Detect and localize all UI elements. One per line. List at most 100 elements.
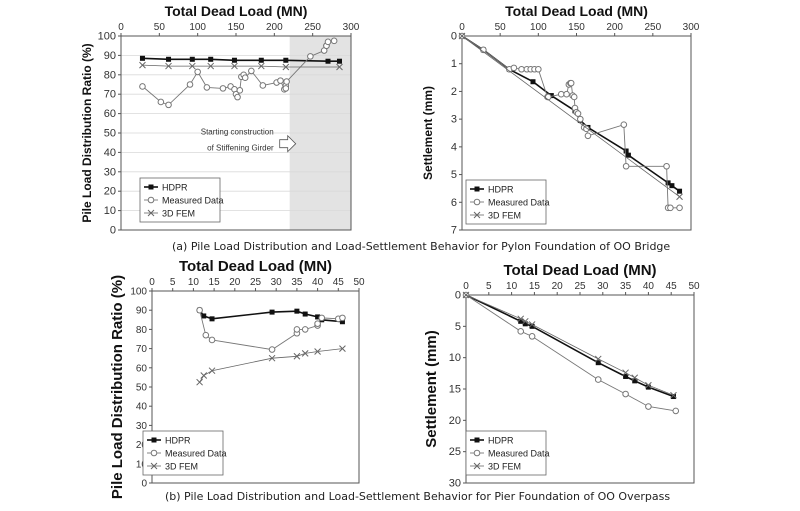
x-tick-label: 10 [188, 277, 200, 288]
x-tick-label: 150 [568, 22, 585, 33]
data-point [157, 98, 165, 106]
legend-label: HDPR [488, 436, 514, 446]
y-tick-label: 60 [104, 108, 116, 120]
data-point [208, 367, 216, 375]
y-tick-label: 7 [451, 225, 457, 237]
x-tick-label: 40 [643, 281, 655, 292]
data-point [458, 32, 466, 40]
data-point [194, 68, 201, 76]
y-axis-title: Settlement (mm) [423, 330, 440, 448]
legend-marker [473, 198, 481, 206]
data-point [339, 319, 345, 325]
data-point [268, 346, 276, 353]
y-tick-label: 0 [141, 479, 147, 490]
legend-label: HDPR [162, 183, 188, 193]
annotation-text: of Stiffening Girder [207, 144, 274, 153]
data-point [336, 63, 343, 71]
legend-label: 3D FEM [162, 209, 195, 219]
data-point [301, 326, 309, 333]
x-tick-label: 15 [529, 281, 541, 292]
data-point [293, 326, 301, 333]
x-tick-label: 35 [291, 277, 303, 288]
data-point [663, 162, 670, 170]
data-point [632, 378, 638, 384]
y-tick-label: 4 [451, 141, 457, 153]
data-point [529, 323, 535, 329]
x-tick-label: 45 [333, 277, 345, 288]
legend-label: Measured Data [488, 198, 550, 208]
data-point [517, 315, 525, 323]
data-point [219, 85, 227, 92]
data-point [314, 320, 321, 327]
data-point [166, 56, 172, 62]
data-point [563, 90, 570, 98]
y-tick-label: 15 [449, 384, 461, 396]
x-tick-label: 0 [463, 281, 469, 292]
chart-b-left: 0 5 10 15 20 25 30 35 40 45 50 0 10 20 30 40 50 60 70 80 90 1… [109, 258, 365, 499]
data-point [584, 132, 592, 140]
y-tick-label: 0 [110, 225, 116, 237]
data-point [670, 394, 676, 400]
data-point [231, 62, 238, 70]
data-point [258, 57, 264, 63]
data-point [645, 403, 652, 410]
y-tick-label: 50 [136, 383, 148, 394]
y-tick-label: 50 [104, 128, 116, 140]
x-tick-label: 35 [620, 281, 632, 292]
legend: HDPR Measured Data 3D FEM [465, 179, 550, 225]
chart-a-left: 0 50 100 150 200 250 300 0 10 20 30 40 50 60 70 80 90 100… [80, 3, 360, 237]
data-point [241, 74, 249, 82]
series-3d-fem [458, 32, 683, 201]
x-tick-label: 40 [312, 277, 324, 288]
x-tick-label: 25 [574, 281, 586, 292]
x-tick-label: 50 [154, 22, 166, 33]
data-point [277, 77, 284, 84]
y-tick-label: 2 [451, 86, 457, 98]
arrow-icon [279, 134, 297, 153]
data-point [594, 355, 602, 363]
legend-marker [473, 462, 481, 470]
y-tick-label: 80 [136, 325, 148, 336]
data-point [231, 57, 237, 63]
data-point [201, 313, 207, 319]
data-point [595, 360, 601, 366]
legend-label: 3D FEM [165, 462, 198, 472]
y-tick-label: 20 [136, 440, 148, 451]
y-tick-label: 90 [104, 50, 116, 62]
data-point [517, 328, 525, 335]
data-point [577, 115, 584, 123]
x-axis-title: Total Dead Load (MN) [503, 262, 656, 279]
data-point [294, 308, 300, 314]
data-point [202, 331, 210, 339]
y-tick-label: 30 [136, 421, 148, 432]
data-point [207, 62, 215, 70]
data-point [667, 204, 674, 212]
data-point [631, 374, 639, 382]
data-point [236, 87, 244, 94]
x-tick-label: 50 [688, 281, 700, 292]
x-tick-label: 250 [644, 22, 661, 33]
y-tick-label: 30 [104, 166, 116, 178]
data-point [510, 64, 518, 72]
legend-marker [473, 211, 481, 219]
legend-marker [474, 186, 480, 192]
data-point [139, 55, 145, 61]
legend-marker [147, 196, 155, 204]
series-line [461, 35, 680, 198]
series-measured-data [462, 291, 680, 415]
data-point [625, 152, 631, 158]
legend-label: 3D FEM [488, 462, 521, 472]
data-point [302, 311, 308, 317]
x-tick-label: 20 [552, 281, 564, 292]
y-tick-label: 0 [455, 290, 461, 302]
y-tick-label: 10 [104, 205, 116, 217]
y-axis-title: Pile Load Distribution Ratio (%) [80, 43, 94, 222]
legend-marker [151, 437, 157, 443]
data-point [583, 125, 590, 133]
x-tick-label: 50 [353, 277, 365, 288]
data-point [325, 58, 331, 64]
data-point [314, 348, 321, 355]
data-point [623, 148, 629, 154]
data-point [672, 407, 680, 415]
